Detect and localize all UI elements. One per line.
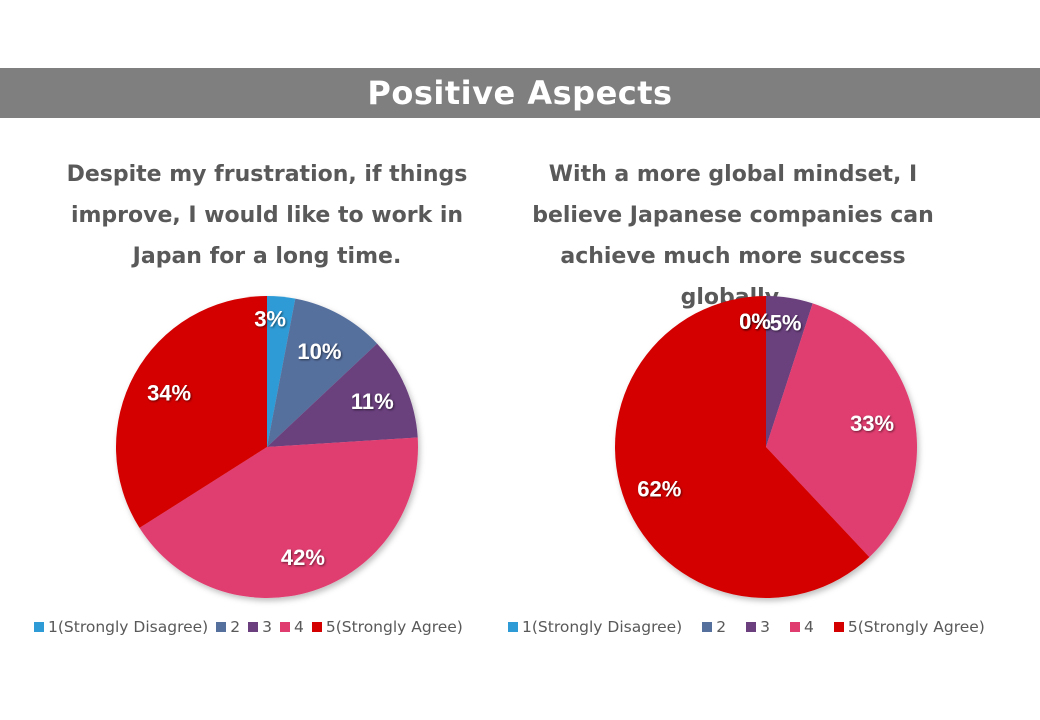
legend-swatch bbox=[34, 622, 44, 632]
pie-slice-3 bbox=[267, 343, 418, 447]
legend-item: 2 bbox=[702, 618, 726, 636]
pie-chart-left: 3% 10% 11% 42% 34% bbox=[116, 296, 418, 598]
pie-slice-1 bbox=[267, 296, 296, 447]
legend-label: 1(Strongly Disagree) bbox=[522, 618, 683, 636]
legend-swatch bbox=[746, 622, 757, 632]
legend-label: 5(Strongly Agree) bbox=[847, 618, 985, 636]
legend-label: 1(Strongly Disagree) bbox=[48, 618, 209, 636]
pie-slice-2 bbox=[267, 298, 378, 447]
legend-swatch bbox=[311, 622, 322, 632]
legend-label: 4 bbox=[293, 618, 304, 636]
legend-label: 2 bbox=[230, 618, 241, 636]
legend-item: 2 bbox=[216, 618, 240, 636]
legend-swatch bbox=[789, 622, 800, 632]
legend-item: 1(Strongly Disagree) bbox=[508, 618, 682, 636]
pie-slice-3 bbox=[766, 296, 813, 447]
data-label-3: 11% bbox=[351, 389, 394, 414]
header-banner: Positive Aspects bbox=[0, 68, 1040, 118]
legend-swatch bbox=[248, 622, 259, 632]
legend-label: 3 bbox=[262, 618, 272, 636]
legend-swatch bbox=[508, 622, 518, 632]
legend-left: 1(Strongly Disagree) 2 3 4 5(Strongly Agree) bbox=[34, 616, 471, 638]
legend-item: 4 bbox=[789, 618, 814, 636]
legend-swatch bbox=[279, 622, 290, 632]
legend-swatch bbox=[216, 622, 227, 632]
pie-slice-4 bbox=[766, 303, 917, 558]
data-label-4: 42% bbox=[281, 545, 325, 570]
data-label-2: 10% bbox=[297, 339, 341, 364]
legend-item: 1(Strongly Disagree) bbox=[34, 618, 208, 636]
legend-item: 4 bbox=[279, 618, 304, 636]
pie-slice-5 bbox=[116, 296, 267, 528]
legend-swatch bbox=[833, 622, 844, 632]
legend-label: 3 bbox=[760, 618, 770, 636]
legend-item: 5(Strongly Agree) bbox=[833, 618, 985, 636]
chart-title-left: Despite my frustration, if things improv… bbox=[66, 162, 468, 269]
pie-slice-4 bbox=[139, 437, 418, 598]
legend-label: 2 bbox=[716, 618, 727, 636]
data-label-1: 0% bbox=[739, 309, 771, 334]
data-label-2: 0% bbox=[739, 309, 771, 334]
legend-right: 1(Strongly Disagree) 2 3 4 5(Strongly Agree) bbox=[508, 616, 1005, 638]
legend-item: 3 bbox=[746, 618, 770, 636]
legend-label: 4 bbox=[803, 618, 814, 636]
pie-slice-5 bbox=[614, 296, 870, 598]
legend-item: 5(Strongly Agree) bbox=[311, 618, 463, 636]
data-label-3: 5% bbox=[770, 311, 802, 336]
data-label-5: 62% bbox=[637, 477, 681, 502]
data-label-1: 3% bbox=[254, 307, 286, 332]
pie-chart-right: 0%0%5%33%62% bbox=[614, 296, 917, 598]
page-title: Positive Aspects bbox=[367, 74, 673, 112]
chart-title-right: With a more global mindset, I believe Ja… bbox=[532, 162, 934, 310]
legend-swatch bbox=[702, 622, 713, 632]
legend-item: 3 bbox=[248, 618, 272, 636]
legend-label: 5(Strongly Agree) bbox=[325, 618, 463, 636]
data-label-4: 33% bbox=[850, 411, 894, 436]
data-label-5: 34% bbox=[147, 381, 191, 406]
